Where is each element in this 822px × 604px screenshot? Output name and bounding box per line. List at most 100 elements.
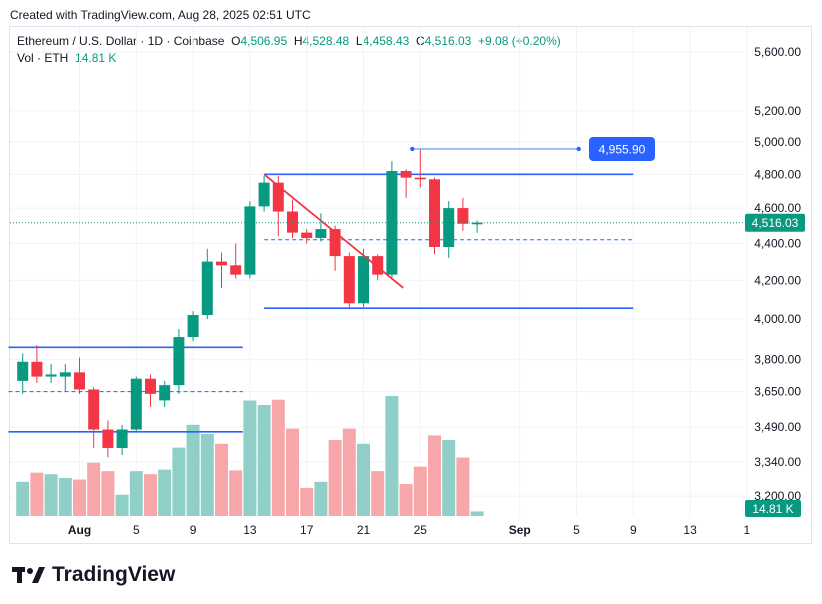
volume-bar	[186, 424, 200, 516]
volume-bar	[470, 511, 484, 516]
x-tick-label: 21	[357, 523, 371, 537]
volume-bar	[58, 478, 72, 516]
candle-body	[258, 182, 270, 207]
y-tick-label: 3,340.00	[754, 455, 801, 469]
volume-bar	[271, 399, 285, 516]
volume-bar	[371, 471, 385, 516]
volume-bar	[215, 443, 228, 516]
candle-body	[287, 211, 298, 233]
last-price-badge	[745, 213, 805, 232]
target-label-box	[589, 136, 655, 161]
x-tick-label: 17	[300, 523, 314, 537]
low-label: L	[355, 34, 363, 48]
candle-body	[102, 429, 114, 448]
volume-value: 14.81 K	[75, 51, 117, 65]
candle-body	[116, 429, 128, 448]
volume-bar	[300, 487, 314, 516]
target-end	[576, 146, 581, 152]
volume-bar	[129, 471, 143, 516]
high-label: H	[293, 34, 303, 48]
candle-body	[159, 385, 171, 401]
volume-bar	[243, 400, 257, 516]
candle-body	[372, 256, 384, 275]
last-volume-label: 14.81 K	[752, 502, 793, 516]
y-tick-label: 4,200.00	[754, 273, 801, 287]
y-tick-label: 5,000.00	[754, 135, 801, 149]
candle-body	[187, 315, 199, 338]
brand-logo: TradingView	[12, 563, 175, 587]
candle-body	[429, 179, 440, 247]
volume-bar	[428, 435, 441, 516]
volume-bar	[144, 474, 157, 516]
candle-body	[400, 171, 412, 178]
volume-bar	[158, 469, 172, 516]
y-tick-label: 3,200.00	[754, 489, 801, 503]
volume-bar	[115, 494, 129, 516]
volume-bar	[399, 484, 413, 516]
volume-bar	[30, 472, 44, 516]
trend-line	[263, 173, 404, 289]
volume-bar	[442, 440, 456, 516]
x-tick-label: 9	[630, 523, 637, 537]
volume-bar	[342, 428, 356, 516]
target-label: 4,955.90	[599, 142, 646, 156]
volume-bar	[172, 447, 186, 516]
close-value: 4,516.03	[424, 34, 472, 48]
volume-bar	[87, 462, 101, 516]
x-tick-label: 1	[744, 523, 751, 537]
candle-body	[201, 261, 213, 316]
last-volume-badge	[745, 500, 801, 517]
volume-bar	[73, 479, 86, 516]
volume-bar	[357, 443, 370, 516]
candle-body	[45, 374, 57, 377]
volume-label: Vol · ETH	[17, 51, 69, 65]
candle-body	[59, 372, 71, 377]
x-tick-label: 9	[190, 523, 197, 537]
x-tick-label: 13	[243, 523, 257, 537]
brand-name: TradingView	[52, 563, 176, 586]
y-tick-label: 5,200.00	[754, 104, 801, 118]
tradingview-logo-icon	[12, 567, 45, 583]
x-tick-label: 5	[133, 523, 140, 537]
y-tick-label: 3,650.00	[754, 385, 801, 399]
high-value: 4,528.48	[302, 34, 350, 48]
volume-bar	[328, 440, 342, 516]
y-tick-label: 5,600.00	[754, 45, 801, 59]
chart-caption: Created with TradingView.com, Aug 28, 20…	[10, 8, 311, 22]
candle-body	[31, 361, 43, 377]
target-anchor	[410, 146, 415, 152]
candle-body	[230, 265, 242, 275]
candle-body	[145, 378, 156, 394]
volume-bar	[456, 457, 470, 516]
candle-body	[301, 232, 313, 238]
low-value: 4,458.43	[362, 34, 410, 48]
candle-body	[88, 389, 100, 430]
volume-bar	[413, 466, 427, 516]
candle-body	[216, 261, 227, 266]
y-tick-label: 3,800.00	[754, 353, 801, 367]
open-label: O	[231, 34, 241, 48]
x-tick-label: Aug	[68, 523, 91, 537]
y-tick-label: 4,800.00	[754, 167, 801, 181]
candle-body	[443, 208, 455, 247]
volume-bar	[229, 470, 243, 516]
volume-bar	[286, 428, 299, 516]
volume-bar	[44, 474, 58, 516]
x-tick-label: Sep	[509, 523, 531, 537]
last-price-label: 4,516.03	[752, 216, 799, 230]
volume-bar	[257, 405, 271, 516]
y-tick-label: 4,600.00	[754, 201, 801, 215]
candle-body	[315, 229, 327, 238]
candle-body	[17, 361, 29, 381]
volume-bar	[200, 433, 214, 516]
volume-bar	[101, 471, 115, 516]
y-tick-label: 4,400.00	[754, 236, 801, 250]
candle-body	[329, 229, 341, 257]
y-tick-label: 4,000.00	[754, 312, 801, 326]
volume-legend: Vol · ETH 14.81 K	[17, 51, 116, 65]
volume-bar	[385, 395, 399, 516]
candle-body	[457, 208, 469, 224]
volume-bar	[314, 481, 328, 516]
candle-body	[471, 222, 483, 225]
